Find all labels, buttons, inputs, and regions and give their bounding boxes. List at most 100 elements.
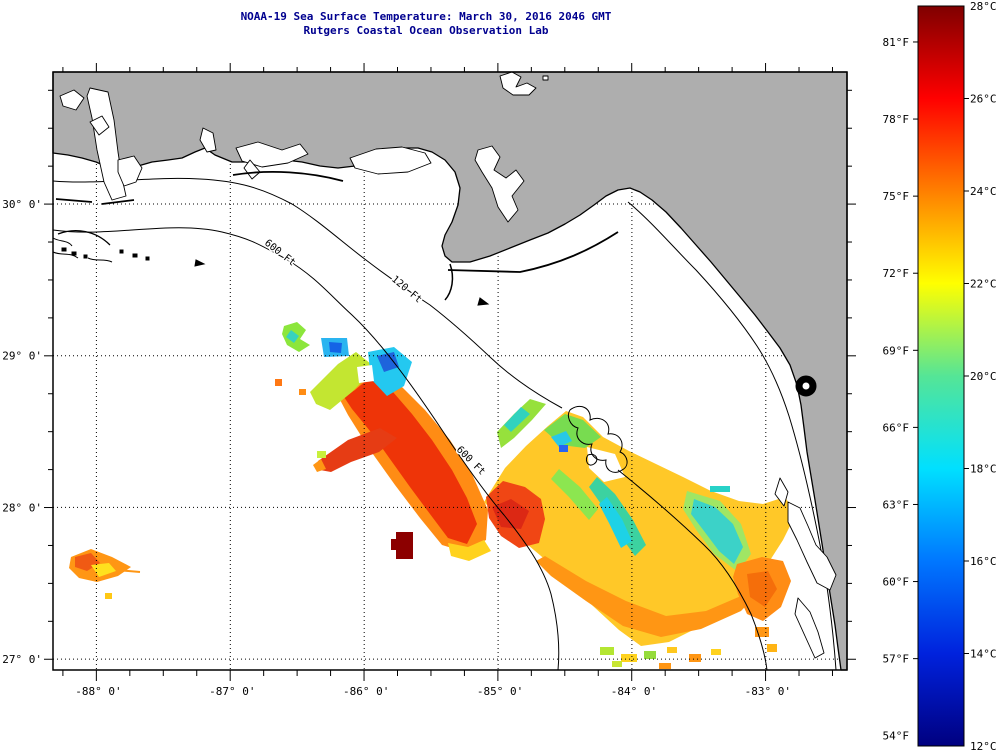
sst-patch [318, 428, 397, 472]
coastal-detail [52, 170, 817, 397]
perdido-bay [199, 127, 217, 153]
sst-patch [484, 411, 796, 646]
fahrenheit-label: 63°F [883, 499, 910, 512]
bay [117, 155, 143, 187]
colorbar: 28°C 26°C 24°C 22°C 20°C 18°C 16°C 14°C … [883, 0, 997, 753]
sst-pixel [644, 651, 656, 659]
sst-patch [344, 374, 477, 544]
sst-patch [329, 342, 342, 353]
fahrenheit-label: 69°F [883, 344, 910, 357]
sst-patches [69, 322, 796, 669]
bay [243, 159, 261, 180]
sst-pixel [391, 539, 397, 550]
sst-pixel [659, 663, 671, 669]
sst-patch [91, 563, 116, 577]
lat-label: 29° 0' [2, 350, 42, 363]
sst-patch [551, 469, 598, 520]
sst-pixel [600, 647, 614, 655]
islet [145, 256, 150, 261]
sst-patch [536, 556, 765, 637]
fahrenheit-label: 75°F [883, 190, 910, 203]
sst-patch [492, 499, 529, 529]
lon-label: -87° 0' [209, 685, 255, 698]
lon-label: -86° 0' [343, 685, 389, 698]
sst-pixel [710, 486, 730, 492]
sst-patch [599, 497, 632, 548]
lake [499, 71, 537, 96]
islet [194, 259, 206, 267]
sst-patch [357, 365, 374, 383]
fahrenheit-label: 72°F [883, 267, 910, 280]
sst-patch [448, 540, 491, 561]
contour-120ft-south [617, 469, 768, 671]
mobile-bay [86, 87, 127, 201]
lat-label: 27° 0' [2, 653, 42, 666]
lat-label: 28° 0' [2, 501, 42, 514]
islet [71, 251, 77, 256]
sst-pixel [317, 451, 326, 458]
title-line-2: Rutgers Coastal Ocean Observation Lab [303, 24, 548, 37]
fahrenheit-label: 54°F [883, 730, 910, 743]
st-george-island [447, 231, 619, 273]
islet [477, 297, 490, 306]
sst-patch [691, 499, 743, 564]
sst-patch [497, 399, 546, 448]
colorbar-gradient [917, 5, 965, 747]
islet [61, 247, 67, 252]
latitude-labels: 30° 0' 29° 0' 28° 0' 27° 0' [2, 198, 42, 666]
lon-label: -84° 0' [611, 685, 657, 698]
fahrenheit-label: 81°F [883, 36, 910, 49]
choctawhatchee-bay [349, 146, 432, 175]
longitude-labels: -88° 0' -87° 0' -86° 0' -85° 0' -84° 0' … [75, 685, 791, 698]
islet [119, 249, 124, 254]
sst-patch [310, 352, 376, 410]
sst-pixel [689, 654, 701, 662]
sst-pixel [275, 379, 282, 386]
lon-label: -85° 0' [477, 685, 523, 698]
contour-middle-grounds [567, 405, 628, 473]
sst-patch [286, 330, 299, 343]
sst-patch [313, 459, 326, 472]
fahrenheit-label: 60°F [883, 576, 910, 589]
celsius-label: 28°C [970, 0, 997, 13]
colorbar-ticks [913, 41, 969, 660]
sst-patch [396, 532, 413, 559]
cedar-key-hole [802, 382, 810, 390]
tampa-bay [787, 501, 837, 591]
celsius-label: 18°C [970, 463, 997, 476]
contour-600ft [52, 227, 560, 671]
sst-pixel [767, 644, 777, 652]
sst-pixel [105, 593, 112, 599]
fahrenheit-label: 78°F [883, 113, 910, 126]
bay [89, 115, 110, 136]
sst-pixel [559, 445, 568, 452]
lat-label: 30° 0' [2, 198, 42, 211]
colorbar-celsius-labels: 28°C 26°C 24°C 22°C 20°C 18°C 16°C 14°C … [970, 0, 997, 753]
celsius-label: 26°C [970, 93, 997, 106]
st-andrew-bay [474, 145, 525, 223]
contour-120ft-west [52, 177, 563, 409]
sst-pixel [711, 649, 721, 655]
sst-patch [747, 571, 777, 607]
bay [774, 477, 789, 507]
map-frame [52, 71, 848, 671]
sst-pixel [612, 661, 622, 667]
celsius-label: 20°C [970, 370, 997, 383]
sst-pixel [667, 647, 677, 653]
islet [83, 254, 88, 259]
celsius-label: 24°C [970, 185, 997, 198]
celsius-label: 12°C [970, 740, 997, 753]
islet [132, 253, 138, 258]
sst-patch [504, 407, 530, 432]
celsius-label: 16°C [970, 555, 997, 568]
colorbar-fahrenheit-labels: 81°F 78°F 75°F 72°F 69°F 66°F 63°F 60°F … [883, 36, 910, 743]
santa-rosa-island [232, 170, 344, 182]
sst-pixel [299, 389, 306, 395]
sst-patch [377, 352, 399, 372]
celsius-label: 22°C [970, 278, 997, 291]
st-joseph-spit [444, 263, 454, 301]
sst-pixel [621, 654, 637, 662]
contour-middle-grounds [585, 453, 598, 466]
celsius-label: 14°C [970, 648, 997, 661]
